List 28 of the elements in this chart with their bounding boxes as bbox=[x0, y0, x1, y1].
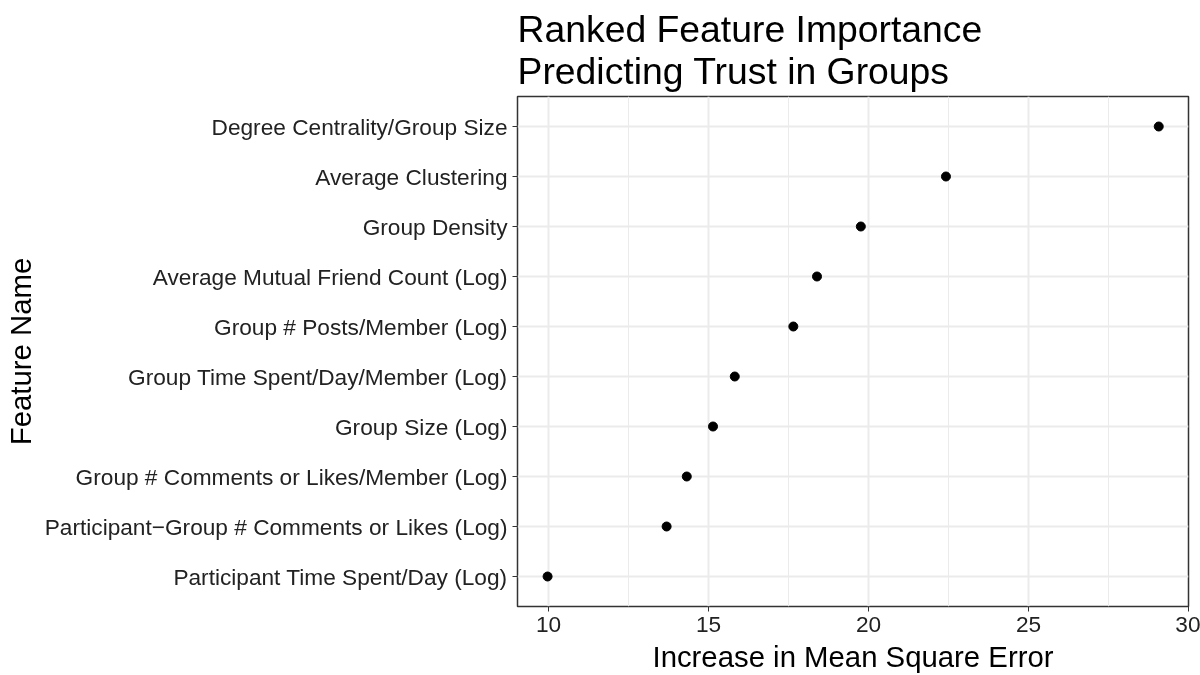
point bbox=[681, 471, 692, 482]
y-tick-label: Group # Posts/Member (Log) bbox=[214, 313, 508, 340]
y-tick-label: Group Size (Log) bbox=[334, 413, 508, 440]
y-tick-label: Group Density bbox=[362, 213, 509, 240]
x-tick-label: 20 bbox=[855, 610, 882, 637]
x-tick-label: 10 bbox=[535, 610, 562, 637]
x-tick-label: 15 bbox=[695, 610, 722, 637]
y-tick-label: Average Clustering bbox=[315, 163, 508, 190]
y-tick-label: Participant−Group # Comments or Likes (Log) bbox=[44, 513, 508, 540]
y-tick-label: Average Mutual Friend Count (Log) bbox=[152, 263, 508, 290]
chart-title: Ranked Feature Importance Predicting Trust in Groups bbox=[517, 7, 983, 92]
y-tick-label: Participant Time Spent/Day (Log) bbox=[173, 563, 508, 590]
point bbox=[812, 271, 822, 282]
point bbox=[729, 371, 740, 382]
point bbox=[855, 221, 866, 232]
point bbox=[1153, 121, 1164, 132]
y-tick-label: Degree Centrality/Group Size bbox=[211, 113, 508, 140]
y-axis-title: Feature Name bbox=[3, 257, 37, 446]
point bbox=[708, 421, 719, 432]
point bbox=[542, 571, 553, 582]
y-tick-label: Group Time Spent/Day/Member (Log) bbox=[128, 363, 508, 390]
x-tick-label: 25 bbox=[1015, 610, 1042, 637]
point bbox=[661, 521, 672, 532]
x-tick-label: 30 bbox=[1175, 610, 1200, 637]
point bbox=[940, 171, 951, 182]
x-axis-title: Increase in Mean Square Error bbox=[652, 639, 1054, 673]
point bbox=[788, 321, 799, 332]
y-tick-label: Group # Comments or Likes/Member (Log) bbox=[75, 463, 508, 490]
